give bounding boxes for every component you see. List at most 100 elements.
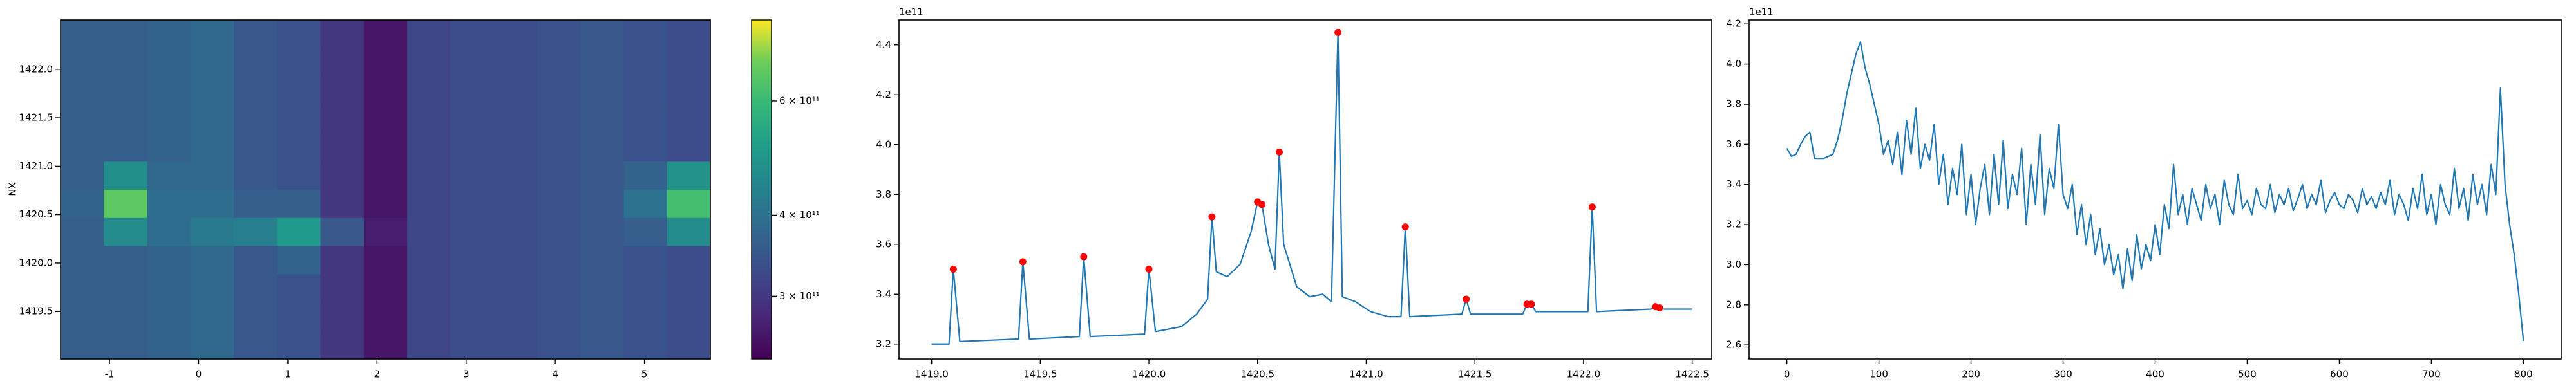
- y-tick-label: 2.8: [1726, 299, 1741, 310]
- heatmap-cell: [580, 217, 625, 246]
- heatmap-cell: [104, 273, 148, 304]
- peak-marker: [1145, 266, 1153, 273]
- heatmap-cell: [277, 104, 321, 134]
- heatmap-cell: [623, 245, 668, 275]
- heatmap-cell: [61, 189, 104, 218]
- x-tick-label: 300: [2054, 369, 2072, 380]
- offset-text: 1e11: [1749, 6, 1774, 18]
- y-tick-label: 2.6: [1726, 339, 1741, 351]
- heatmap-cell: [147, 217, 191, 246]
- x-tick-label: 1: [285, 369, 291, 380]
- y-tick-label: 4.2: [876, 89, 891, 100]
- heatmap-cell: [407, 76, 451, 105]
- y-tick-label: 1420.5: [19, 208, 53, 220]
- heatmap-cell: [190, 245, 234, 275]
- heatmap-cell: [536, 245, 581, 275]
- heatmap-cell: [61, 76, 104, 105]
- heatmap-cell: [623, 76, 668, 105]
- heatmap-cell: [623, 133, 668, 162]
- heatmap-cell: [234, 273, 278, 304]
- heatmap-cell: [667, 104, 711, 134]
- heatmap-cell: [320, 133, 365, 162]
- heatmap-cell: [493, 217, 538, 246]
- heatmap-cell: [536, 133, 581, 162]
- heatmap-cell: [104, 217, 148, 246]
- heatmap-cell: [493, 48, 538, 77]
- heatmap-cell: [450, 189, 495, 218]
- heatmap-cell: [147, 302, 191, 331]
- x-tick-label: 700: [2422, 369, 2441, 380]
- heatmap-cell: [190, 76, 234, 105]
- heatmap-cell: [277, 133, 321, 162]
- heatmap-cell: [104, 189, 148, 218]
- heatmap-cell: [667, 20, 711, 49]
- x-tick-label: 1420.0: [1132, 369, 1166, 380]
- peak-marker: [1656, 304, 1663, 312]
- x-tick-label: 100: [1870, 369, 1888, 380]
- y-tick-label: 3.2: [876, 338, 891, 349]
- heatmap-cell: [190, 20, 234, 49]
- heatmap-cell: [363, 133, 408, 162]
- heatmap-cell: [277, 76, 321, 105]
- heatmap-cell: [580, 161, 625, 190]
- heatmap-cell: [536, 104, 581, 134]
- heatmap-cell: [407, 331, 451, 360]
- heatmap-cell: [104, 133, 148, 162]
- heatmap-cell: [493, 161, 538, 190]
- heatmap-cell: [234, 76, 278, 105]
- y-tick-label: 4.2: [1726, 18, 1741, 30]
- peak-marker: [949, 266, 957, 273]
- y-tick-label: 3.2: [1726, 219, 1741, 230]
- heatmap-cell: [320, 331, 365, 360]
- heatmap-cell: [450, 48, 495, 77]
- heatmap-cell: [61, 161, 104, 190]
- heatmap-cell: [320, 104, 365, 134]
- peak-marker: [1258, 201, 1266, 208]
- y-tick-label: 4.0: [1726, 58, 1741, 69]
- heatmap-cell: [407, 217, 451, 246]
- x-tick-label: 500: [2238, 369, 2257, 380]
- heatmap-cell: [493, 189, 538, 218]
- heatmap-cell: [104, 76, 148, 105]
- heatmap-cell: [493, 20, 538, 49]
- heatmap-cell: [363, 217, 408, 246]
- heatmap-cell: [190, 189, 234, 218]
- heatmap-cell: [61, 302, 104, 331]
- heatmap-cell: [493, 273, 538, 304]
- x-tick-label: 200: [1962, 369, 1980, 380]
- heatmap-cell: [536, 48, 581, 77]
- heatmap-cell: [320, 217, 365, 246]
- y-tick-label: 3.8: [876, 188, 891, 200]
- heatmap-cell: [277, 48, 321, 77]
- x-tick-label: 5: [641, 369, 648, 380]
- y-tick-label: 3.8: [1726, 98, 1741, 109]
- heatmap-cell: [61, 217, 104, 246]
- colorbar-tick-label: 4 × 10¹¹: [779, 209, 820, 221]
- heatmap-cell: [234, 245, 278, 275]
- peak-marker: [1019, 258, 1027, 266]
- heatmap-cell: [363, 104, 408, 134]
- heatmap-cell: [667, 217, 711, 246]
- colorbar-tick-label: 6 × 10¹¹: [779, 95, 820, 106]
- heatmap-cell: [580, 20, 625, 49]
- heatmap-cell: [147, 331, 191, 360]
- x-tick-label: 0: [1784, 369, 1790, 380]
- heatmap-cell: [190, 104, 234, 134]
- heatmap-cell: [190, 331, 234, 360]
- heatmap-cell: [407, 20, 451, 49]
- heatmap-cell: [667, 133, 711, 162]
- heatmap-cell: [147, 273, 191, 304]
- heatmap-cell: [407, 273, 451, 304]
- heatmap-cell: [536, 189, 581, 218]
- heatmap-cell: [667, 273, 711, 304]
- heatmap-cell: [536, 331, 581, 360]
- heatmap-cell: [407, 133, 451, 162]
- heatmap-cell: [104, 48, 148, 77]
- heatmap-cell: [320, 48, 365, 77]
- heatmap-cell: [493, 245, 538, 275]
- x-tick-label: 3: [463, 369, 469, 380]
- heatmap-cell: [104, 161, 148, 190]
- heatmap-cell: [580, 273, 625, 304]
- x-tick-label: 1421.5: [1458, 369, 1492, 380]
- heatmap-cell: [363, 331, 408, 360]
